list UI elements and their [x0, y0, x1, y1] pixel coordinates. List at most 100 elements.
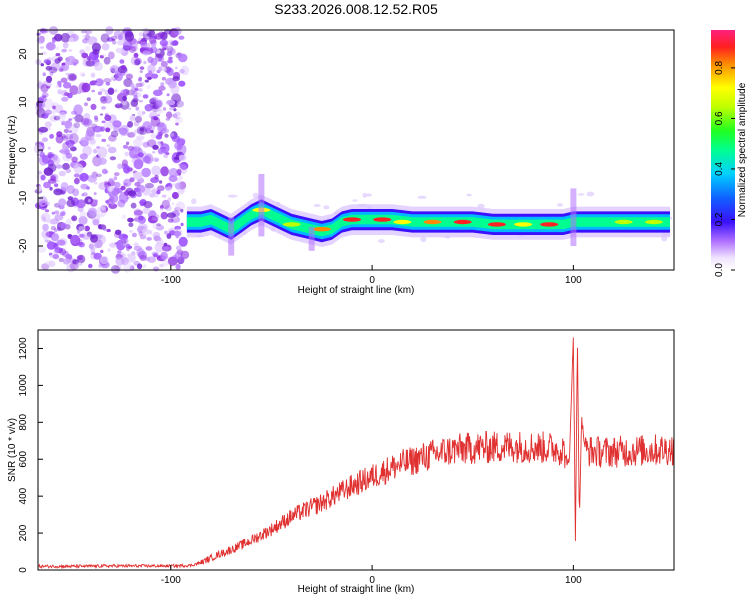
noise-speck: [146, 84, 151, 89]
noise-speck: [78, 242, 83, 246]
noise-speck: [154, 242, 165, 253]
noise-speck: [133, 187, 139, 193]
noise-speck: [81, 52, 89, 59]
noise-speck: [107, 185, 114, 192]
noise-speck: [178, 163, 182, 166]
noise-speck: [94, 115, 98, 120]
noise-speck: [66, 185, 75, 194]
noise-speck: [139, 234, 147, 240]
noise-speck: [44, 121, 52, 128]
ridge-hotspot: [453, 219, 472, 225]
noise-speck: [61, 96, 69, 102]
noise-speck: [73, 62, 77, 66]
noise-speck: [55, 164, 63, 169]
colorbar-tick-label: 0.2: [714, 212, 725, 226]
noise-speck: [173, 230, 182, 237]
noise-speck: [138, 215, 144, 221]
noise-speck: [154, 57, 159, 62]
noise-speck: [82, 145, 92, 156]
noise-speck: [41, 230, 50, 239]
noise-speck: [52, 38, 56, 43]
noise-speck: [173, 173, 179, 177]
noise-speck: [172, 76, 180, 82]
noise-speck: [56, 239, 66, 246]
noise-speck: [144, 79, 149, 83]
noise-speck: [109, 242, 117, 248]
noise-speck: [79, 71, 86, 77]
noise-speck: [168, 78, 177, 89]
noise-speck: [67, 196, 74, 201]
noise-speck: [124, 31, 135, 42]
noise-speck: [106, 144, 111, 147]
noise-speck: [123, 128, 127, 132]
noise-speck: [53, 115, 61, 121]
noise-speck: [556, 203, 564, 207]
noise-speck: [180, 222, 184, 227]
noise-speck: [180, 188, 186, 193]
noise-speck: [125, 243, 131, 249]
noise-speck: [108, 51, 115, 60]
noise-speck: [466, 193, 472, 197]
noise-speck: [45, 42, 56, 51]
noise-speck: [142, 141, 150, 148]
noise-speck: [58, 84, 62, 88]
noise-speck: [577, 193, 585, 196]
noise-speck: [71, 156, 78, 163]
noise-speck: [152, 253, 158, 258]
noise-speck: [139, 70, 143, 73]
noise-speck: [107, 248, 111, 252]
noise-speck: [117, 163, 123, 170]
noise-speck: [165, 186, 172, 192]
noise-speck: [92, 48, 100, 55]
noise-speck: [122, 144, 129, 149]
noise-speck: [93, 252, 102, 260]
noise-speck: [50, 225, 57, 231]
noise-speck: [166, 67, 174, 76]
ridge-hotspot: [393, 219, 412, 225]
noise-speck: [133, 138, 143, 148]
noise-speck: [60, 32, 71, 43]
noise-speck: [133, 159, 144, 170]
noise-speck: [76, 255, 84, 261]
noise-speck: [51, 233, 59, 242]
noise-speck: [142, 264, 147, 268]
noise-speck: [147, 56, 154, 64]
noise-speck: [159, 205, 164, 209]
noise-speck: [169, 28, 179, 38]
noise-speck: [352, 199, 358, 202]
ridge-hotspot: [514, 222, 533, 227]
noise-speck: [56, 189, 60, 193]
noise-speck: [177, 173, 181, 176]
noise-speck: [127, 132, 135, 138]
y-tick-label: 20: [18, 48, 29, 60]
noise-speck: [178, 236, 188, 247]
noise-speck: [155, 224, 165, 231]
noise-speck: [362, 192, 367, 198]
noise-speck: [123, 178, 132, 187]
noise-speck: [65, 169, 72, 173]
noise-speck: [79, 211, 87, 218]
ridge-hotspot: [423, 219, 442, 225]
noise-speck: [178, 80, 186, 87]
colorbar-tick-label: 0.8: [714, 61, 725, 75]
noise-speck: [99, 113, 104, 116]
noise-speck: [69, 262, 79, 270]
noise-speck: [60, 148, 70, 155]
noise-speck: [92, 148, 98, 154]
noise-speck: [128, 131, 136, 138]
noise-speck: [148, 230, 153, 235]
noise-speck: [105, 127, 111, 133]
noise-speck: [90, 199, 98, 207]
noise-speck: [68, 130, 72, 133]
noise-speck: [121, 214, 126, 220]
noise-speck: [68, 49, 73, 52]
noise-speck: [152, 115, 158, 120]
noise-speck: [144, 182, 154, 189]
noise-speck: [41, 92, 49, 98]
noise-speck: [84, 102, 88, 107]
noise-speck: [48, 66, 58, 74]
noise-speck: [38, 196, 48, 207]
noise-speck: [73, 122, 81, 129]
noise-speck: [109, 156, 117, 161]
noise-speck: [36, 37, 45, 44]
